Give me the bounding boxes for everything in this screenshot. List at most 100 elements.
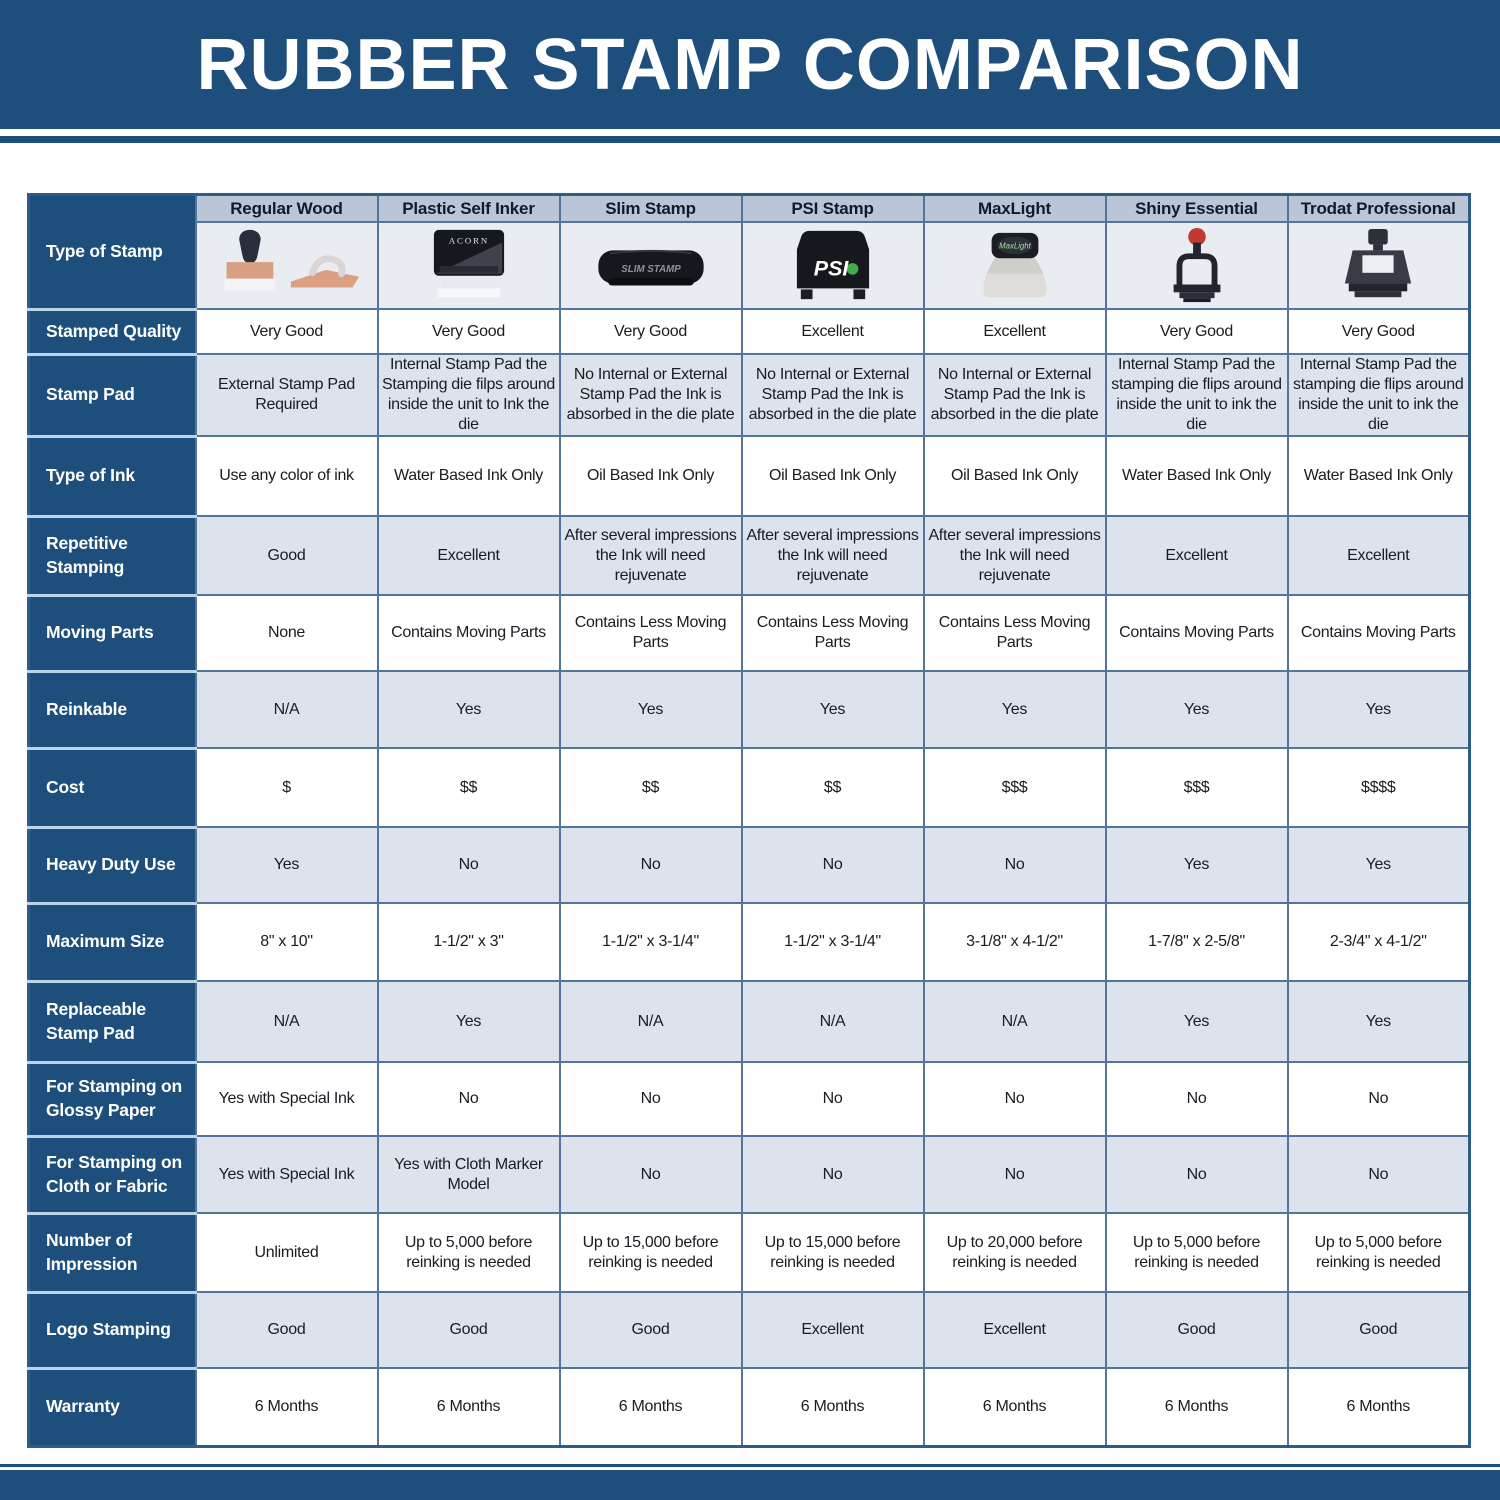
table-cell: Very Good	[558, 308, 743, 355]
table-cell: Excellent	[1104, 515, 1289, 596]
table-cell: No Internal or External Stamp Pad the In…	[558, 353, 743, 437]
table-cell: No Internal or External Stamp Pad the In…	[740, 353, 925, 437]
table-cell: 6 Months	[740, 1367, 925, 1447]
stamp-photo-cell	[194, 221, 379, 310]
table-cell: Good	[376, 1291, 561, 1369]
column-header-shiny-essential: Shiny Essential	[1104, 193, 1289, 223]
row-label-number-of-impression: Number of Impression	[27, 1211, 197, 1294]
table-cell: 6 Months	[558, 1367, 743, 1447]
table-cell: Excellent	[1286, 515, 1471, 596]
table-cell: N/A	[194, 980, 379, 1063]
table-cell: Up to 5,000 before reinking is needed	[1286, 1212, 1471, 1293]
table-cell: $$	[740, 747, 925, 828]
stamp-photo-cell: SLIM STAMP	[558, 221, 743, 310]
table-cell: No	[1286, 1061, 1471, 1137]
footer-divider	[0, 1464, 1500, 1467]
stamp-photo-cell	[1286, 221, 1471, 310]
table-cell: Excellent	[740, 1291, 925, 1369]
table-cell: 6 Months	[1286, 1367, 1471, 1447]
table-cell: No	[740, 1135, 925, 1214]
table-cell: $$	[376, 747, 561, 828]
table-cell: Yes with Special Ink	[194, 1135, 379, 1214]
table-cell: Very Good	[376, 308, 561, 355]
column-header-slim-stamp: Slim Stamp	[558, 193, 743, 223]
row-label-cost: Cost	[27, 746, 197, 829]
table-cell: Up to 5,000 before reinking is needed	[1104, 1212, 1289, 1293]
table-cell: 1-1/2" x 3-1/4"	[740, 902, 925, 982]
table-cell: Yes	[1104, 980, 1289, 1063]
table-cell: Contains Moving Parts	[376, 594, 561, 672]
table-cell: 1-1/2" x 3-1/4"	[558, 902, 743, 982]
row-label-heavy-duty-use: Heavy Duty Use	[27, 825, 197, 905]
table-cell: Yes	[558, 670, 743, 749]
table-cell: No	[922, 1061, 1107, 1137]
footer-band	[0, 1470, 1500, 1500]
table-cell: N/A	[194, 670, 379, 749]
table-cell: Good	[558, 1291, 743, 1369]
shiny-essential-icon	[1117, 227, 1277, 305]
table-cell: Yes	[922, 670, 1107, 749]
row-label-reinkable: Reinkable	[27, 669, 197, 750]
table-cell: Water Based Ink Only	[1286, 435, 1471, 517]
maxlight-icon: MaxLight	[935, 227, 1095, 305]
table-cell: Yes with Special Ink	[194, 1061, 379, 1137]
table-cell: Good	[1286, 1291, 1471, 1369]
table-cell: Yes	[194, 826, 379, 904]
table-cell: Up to 20,000 before reinking is needed	[922, 1212, 1107, 1293]
trodat-professional-icon	[1298, 227, 1458, 305]
plastic-self-inker-icon: ACORN	[389, 227, 549, 305]
row-label-for-stamping-on-cloth-or-fabric: For Stamping on Cloth or Fabric	[27, 1134, 197, 1215]
table-cell: Internal Stamp Pad the stamping die flip…	[1286, 353, 1471, 437]
table-cell: Internal Stamp Pad the stamping die flip…	[1104, 353, 1289, 437]
table-cell: Good	[1104, 1291, 1289, 1369]
table-cell: N/A	[558, 980, 743, 1063]
row-label-replaceable-stamp-pad: Replaceable Stamp Pad	[27, 979, 197, 1064]
table-cell: $$	[558, 747, 743, 828]
table-cell: No	[922, 826, 1107, 904]
table-cell: None	[194, 594, 379, 672]
table-cell: No	[740, 826, 925, 904]
regular-wood-stamp-icon	[207, 227, 367, 305]
table-cell: Very Good	[1104, 308, 1289, 355]
column-header-trodat-professional: Trodat Professional	[1286, 193, 1471, 223]
row-label-logo-stamping: Logo Stamping	[27, 1290, 197, 1370]
row-label-type-of-ink: Type of Ink	[27, 434, 197, 518]
table-cell: Excellent	[740, 308, 925, 355]
table-cell: $	[194, 747, 379, 828]
table-cell: Yes	[1286, 826, 1471, 904]
table-cell: 6 Months	[376, 1367, 561, 1447]
table-cell: Water Based Ink Only	[1104, 435, 1289, 517]
table-cell: Contains Less Moving Parts	[558, 594, 743, 672]
table-cell: Yes	[1104, 826, 1289, 904]
table-cell: External Stamp Pad Required	[194, 353, 379, 437]
table-cell: Contains Moving Parts	[1104, 594, 1289, 672]
row-label-type-of-stamp: Type of Stamp	[27, 193, 197, 311]
table-cell: Up to 15,000 before reinking is needed	[740, 1212, 925, 1293]
table-wrap: Type of Stamp Regular Wood Plastic Self In…	[27, 193, 1471, 1448]
header-divider	[0, 136, 1500, 143]
table-cell: No	[1104, 1135, 1289, 1214]
table-cell: 1-1/2" x 3"	[376, 902, 561, 982]
table-cell: 6 Months	[194, 1367, 379, 1447]
stamp-photo-cell: MaxLight	[922, 221, 1107, 310]
table-cell: Very Good	[194, 308, 379, 355]
page-header: RUBBER STAMP COMPARISON	[0, 0, 1500, 129]
table-cell: No	[558, 826, 743, 904]
table-cell: Oil Based Ink Only	[740, 435, 925, 517]
table-cell: Contains Less Moving Parts	[740, 594, 925, 672]
svg-text:PSI: PSI	[813, 256, 849, 280]
table-cell: No	[1104, 1061, 1289, 1137]
table-cell: Oil Based Ink Only	[922, 435, 1107, 517]
table-cell: Yes	[1286, 980, 1471, 1063]
slim-stamp-icon: SLIM STAMP	[571, 227, 731, 305]
column-header-plastic-self-inker: Plastic Self Inker	[376, 193, 561, 223]
stamp-photo-cell	[1104, 221, 1289, 310]
comparison-table: Type of Stamp Regular Wood Plastic Self In…	[27, 193, 1471, 1448]
table-cell: $$$	[1104, 747, 1289, 828]
column-header-psi-stamp: PSI Stamp	[740, 193, 925, 223]
table-cell: Use any color of ink	[194, 435, 379, 517]
table-cell: Contains Moving Parts	[1286, 594, 1471, 672]
table-cell: Oil Based Ink Only	[558, 435, 743, 517]
table-cell: No	[376, 826, 561, 904]
